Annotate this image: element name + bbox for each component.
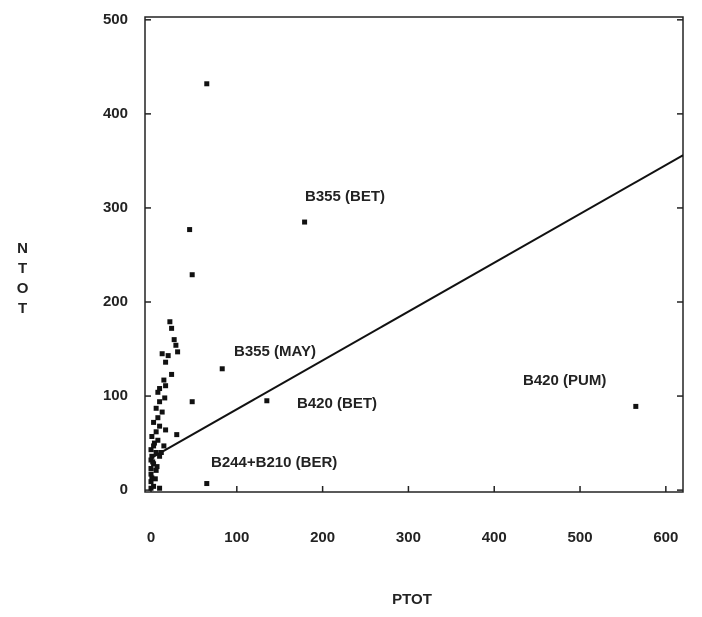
point xyxy=(153,467,159,473)
x-tick-label: 100 xyxy=(224,529,249,546)
point xyxy=(154,464,160,470)
point xyxy=(173,342,179,348)
point xyxy=(150,459,156,465)
x-tick-label: 600 xyxy=(653,529,678,546)
annotation: B355 (MAY) xyxy=(234,343,316,360)
point xyxy=(153,429,159,435)
x-tick-label: 400 xyxy=(482,529,507,546)
point xyxy=(152,476,158,482)
x-tick-label: 0 xyxy=(147,529,155,546)
point xyxy=(174,432,180,438)
point xyxy=(165,353,171,359)
point xyxy=(157,386,163,392)
point xyxy=(219,366,225,372)
point xyxy=(161,443,167,449)
point xyxy=(157,399,163,405)
point xyxy=(159,351,165,357)
point xyxy=(302,219,308,225)
point xyxy=(187,227,193,233)
y-tick-label: 400 xyxy=(103,105,128,122)
point xyxy=(151,483,157,489)
point xyxy=(149,434,155,440)
annotation: B244+B210 (BER) xyxy=(211,454,337,471)
point xyxy=(189,272,195,278)
point xyxy=(169,371,175,377)
point xyxy=(155,437,161,443)
point xyxy=(161,377,167,383)
point xyxy=(149,453,155,459)
point xyxy=(163,427,169,433)
point xyxy=(159,409,165,415)
point xyxy=(633,403,639,409)
y-tick-label: 100 xyxy=(103,387,128,404)
point xyxy=(153,405,159,411)
fit-line xyxy=(150,154,684,460)
point xyxy=(148,479,154,485)
point xyxy=(163,383,169,389)
point xyxy=(148,485,154,491)
point xyxy=(167,319,173,325)
point xyxy=(264,398,270,404)
point xyxy=(163,359,169,365)
x-tick-label: 500 xyxy=(568,529,593,546)
y-tick-label: 300 xyxy=(103,199,128,216)
point xyxy=(148,447,154,453)
point xyxy=(148,465,154,471)
point xyxy=(149,475,155,481)
point xyxy=(204,81,210,87)
annotation: B420 (PUM) xyxy=(523,372,606,389)
point xyxy=(151,440,157,446)
point xyxy=(157,485,163,491)
point xyxy=(157,453,163,459)
point xyxy=(169,325,175,331)
point xyxy=(155,389,161,395)
point xyxy=(158,449,164,455)
x-axis-label: PTOT xyxy=(392,591,432,608)
annotation: B355 (BET) xyxy=(305,188,385,205)
y-tick-label: 200 xyxy=(103,293,128,310)
point xyxy=(151,419,157,425)
point xyxy=(189,399,195,405)
point xyxy=(157,423,163,429)
point xyxy=(175,349,181,355)
point xyxy=(148,471,154,477)
y-tick-label: 500 xyxy=(103,11,128,28)
plot-frame xyxy=(144,16,684,493)
point xyxy=(171,337,177,343)
point xyxy=(204,481,210,487)
point xyxy=(151,443,157,449)
x-tick-label: 200 xyxy=(310,529,335,546)
point xyxy=(162,395,168,401)
x-tick-label: 300 xyxy=(396,529,421,546)
y-axis-label: NTOT xyxy=(14,240,31,320)
point xyxy=(153,449,159,455)
annotation: B420 (BET) xyxy=(297,395,377,412)
y-tick-label: 0 xyxy=(120,481,128,498)
point xyxy=(155,415,161,421)
